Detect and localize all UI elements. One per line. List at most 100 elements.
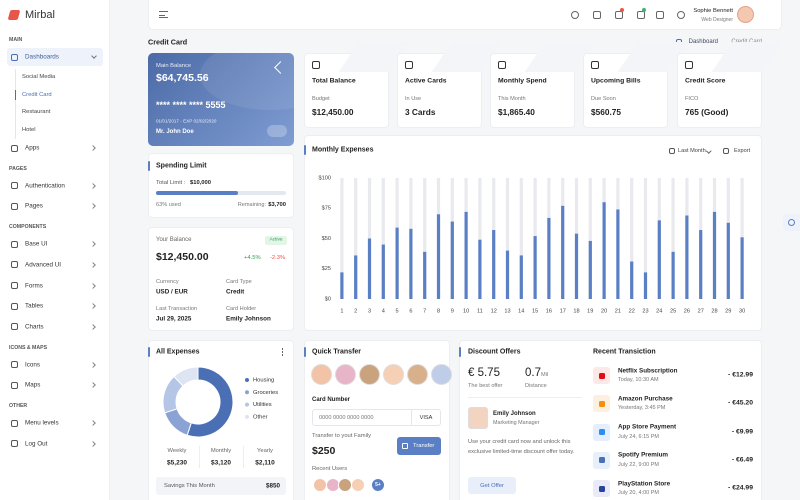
distance-label: Distance: [525, 383, 547, 389]
recent-avatar: [313, 478, 327, 492]
icon: [11, 440, 18, 448]
user-avatar[interactable]: [407, 364, 428, 385]
menu-dot: [281, 348, 284, 350]
offers-card: [459, 340, 762, 500]
detail-label: Card Type: [226, 279, 252, 285]
chart-control[interactable]: Export: [734, 148, 751, 154]
merchant-logo: [598, 457, 605, 464]
icon: [11, 53, 18, 61]
transfer-button[interactable]: [397, 437, 441, 455]
card-validity: 01/01/2017 - EXP 02/02/2020: [156, 118, 217, 124]
title-accent: [148, 161, 150, 171]
card-title: Recent Transiction: [593, 348, 656, 356]
page-title: Credit Card: [148, 37, 188, 47]
header-icon[interactable]: [615, 11, 623, 19]
sidebar-item[interactable]: Menu levels: [25, 419, 59, 427]
user-avatar[interactable]: [311, 364, 332, 385]
status-text: Active: [269, 237, 283, 243]
transaction-amount: - €9.99: [731, 428, 753, 436]
card-toggle: [267, 125, 287, 137]
chart-card: [304, 135, 762, 331]
card-balance: $64,745.56: [156, 72, 209, 84]
stat-label: Budget: [312, 96, 330, 102]
user-role: Web Designer: [701, 17, 733, 23]
transaction-amount: - €45.20: [728, 399, 753, 407]
detail-label: Last Transaction: [156, 306, 198, 312]
offer-button[interactable]: [468, 477, 516, 494]
sidebar-subitem[interactable]: Restaurant: [22, 109, 51, 115]
divider: [243, 446, 244, 468]
icon: [669, 147, 675, 154]
transaction-date: July 24, 6:15 PM: [618, 433, 659, 440]
header-icon[interactable]: [637, 11, 645, 19]
sidebar-subitem[interactable]: Credit Card: [22, 91, 52, 98]
card-brand: VISA: [419, 414, 433, 421]
change-up: +4.5%: [244, 255, 261, 261]
sidebar-item[interactable]: Pages: [25, 202, 43, 210]
merchant-logo: [598, 372, 605, 379]
spending-limit-card: [148, 153, 294, 218]
user-avatar[interactable]: [359, 364, 380, 385]
title-accent: [148, 347, 150, 357]
sidebar-item[interactable]: Maps: [25, 381, 41, 389]
sidebar-item[interactable]: Icons: [25, 361, 41, 369]
transaction-date: Today, 10:30 AM: [618, 377, 659, 383]
breadcrumb-item[interactable]: Dashboard: [688, 39, 718, 45]
user-avatar[interactable]: [737, 6, 754, 23]
settings-icon: [788, 219, 795, 226]
detail-value: USD / EUR: [156, 288, 188, 295]
notification-dot: [642, 8, 646, 12]
recent-avatar: [338, 478, 352, 492]
button-label: Transfer: [413, 443, 435, 449]
period-label: Yearly: [257, 448, 273, 454]
icon: [11, 240, 18, 248]
stat-label: In Use: [405, 96, 422, 102]
person-role: Marketing Manager: [493, 420, 540, 426]
user-avatar[interactable]: [383, 364, 404, 385]
savings-label: Savings This Month: [164, 483, 215, 489]
icon: [11, 323, 18, 331]
sidebar-section-label: OTHER: [9, 403, 28, 409]
icon: [11, 302, 18, 310]
sidebar-item[interactable]: Charts: [25, 323, 44, 331]
card-holder: Mr. John Doe: [156, 129, 194, 135]
user-name: Sophie Bennett: [693, 8, 733, 14]
sidebar-item[interactable]: Forms: [25, 282, 43, 289]
icon: [685, 61, 693, 69]
icon: [11, 202, 18, 210]
sidebar-section-label: MAIN: [9, 37, 23, 43]
progress-bar: [156, 191, 238, 195]
sidebar-subitem[interactable]: Social Media: [22, 74, 56, 80]
transfer-amount: $250: [312, 445, 336, 457]
card-label: Main Balance: [156, 63, 192, 69]
title-accent: [304, 145, 306, 155]
sidebar-item[interactable]: Authentication: [25, 182, 65, 190]
button-label: Get Offer: [480, 482, 504, 489]
sidebar-item[interactable]: Dashboards: [25, 53, 59, 61]
recent-label: Recent Users: [312, 466, 348, 472]
user-avatar[interactable]: [431, 364, 452, 385]
sidebar-item-active[interactable]: [7, 48, 103, 66]
user-avatar[interactable]: [335, 364, 356, 385]
sidebar-item[interactable]: Advanced UI: [25, 261, 62, 269]
icon: [11, 144, 18, 152]
offer-label: The best offer: [468, 383, 503, 389]
detail-label: Currency: [156, 279, 179, 285]
stat-value: 3 Cards: [405, 107, 436, 117]
header-icon[interactable]: [571, 11, 579, 19]
sidebar-item[interactable]: Tables: [25, 302, 44, 310]
chart-control[interactable]: Last Month: [678, 148, 706, 154]
balance-amount: $12,450.00: [156, 251, 209, 263]
stat-title: Total Balance: [312, 77, 356, 85]
limit-label: Total Limit :: [156, 180, 186, 186]
sidebar-subitem[interactable]: Hotel: [22, 126, 36, 133]
header-icon[interactable]: [677, 11, 685, 19]
period-value: $3,120: [211, 459, 231, 467]
header-icon[interactable]: [656, 11, 664, 19]
menu-toggle[interactable]: [159, 11, 168, 18]
sidebar-item[interactable]: Apps: [25, 144, 40, 152]
icon: [723, 147, 729, 154]
sidebar-item[interactable]: Log Out: [25, 440, 48, 448]
sidebar-item[interactable]: Base UI: [25, 240, 48, 248]
header-icon[interactable]: [593, 11, 601, 19]
